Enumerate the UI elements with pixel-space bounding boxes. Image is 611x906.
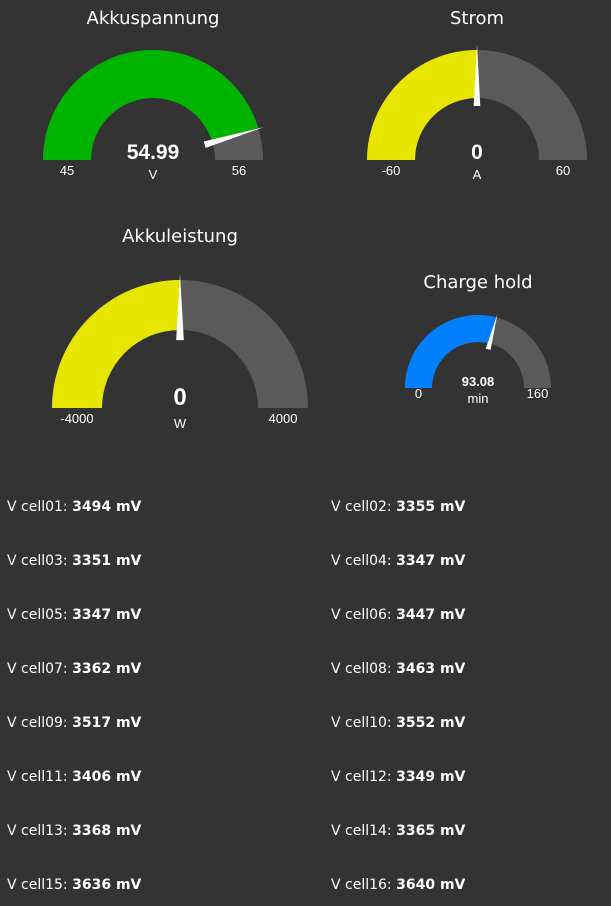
cell-label: V cell08: <box>331 661 392 677</box>
cell-voltage-item: V cell12: 3349 mV <box>331 769 465 785</box>
gauge-power-unit: W <box>173 416 187 431</box>
gauge-power-max-label: 4000 <box>268 411 298 426</box>
cell-label: V cell10: <box>331 715 392 731</box>
gauge-power-title: Akkuleistung <box>122 226 238 247</box>
gauge-current-needle <box>473 44 481 107</box>
cell-value: 3406 mV <box>72 769 142 785</box>
cell-value: 3636 mV <box>72 877 142 893</box>
cell-value: 3447 mV <box>396 607 466 623</box>
gauge-current-value: 0 <box>471 141 483 164</box>
cell-label: V cell05: <box>7 607 68 623</box>
cell-label: V cell16: <box>331 877 392 893</box>
gauge-current-fill <box>367 50 477 160</box>
gauge-power-min-label: -4000 <box>60 411 94 426</box>
cell-label: V cell07: <box>7 661 68 677</box>
cell-value: 3494 mV <box>72 499 142 515</box>
cell-value: 3368 mV <box>72 823 142 839</box>
cell-voltage-item: V cell06: 3447 mV <box>331 607 465 623</box>
cell-label: V cell11: <box>7 769 68 785</box>
cell-voltage-item: V cell10: 3552 mV <box>331 715 465 731</box>
cell-voltage-item: V cell07: 3362 mV <box>7 661 141 677</box>
cell-value: 3347 mV <box>396 553 466 569</box>
cell-value: 3517 mV <box>72 715 142 731</box>
gauge-charge-hold-value: 93.08 <box>461 374 495 389</box>
cell-label: V cell12: <box>331 769 392 785</box>
cell-voltage-item: V cell03: 3351 mV <box>7 553 141 569</box>
cell-value: 3347 mV <box>72 607 142 623</box>
gauge-voltage-unit: V <box>148 167 158 182</box>
cell-value: 3362 mV <box>72 661 142 677</box>
cell-value: 3640 mV <box>396 877 466 893</box>
gauge-voltage-title: Akkuspannung <box>86 8 220 29</box>
cell-label: V cell15: <box>7 877 68 893</box>
cell-voltage-item: V cell11: 3406 mV <box>7 769 141 785</box>
cell-value: 3355 mV <box>396 499 466 515</box>
gauge-charge-hold-unit: min <box>467 391 489 406</box>
cell-voltage-item: V cell05: 3347 mV <box>7 607 141 623</box>
cell-voltage-item: V cell02: 3355 mV <box>331 499 465 515</box>
cell-voltage-item: V cell15: 3636 mV <box>7 877 141 893</box>
cell-value: 3365 mV <box>396 823 466 839</box>
gauge-current-title: Strom <box>449 8 505 29</box>
cell-label: V cell09: <box>7 715 68 731</box>
cell-label: V cell04: <box>331 553 392 569</box>
gauge-current-max-label: 60 <box>555 163 571 178</box>
cell-value: 3349 mV <box>396 769 466 785</box>
cell-voltage-item: V cell13: 3368 mV <box>7 823 141 839</box>
gauge-current-unit: A <box>472 167 482 182</box>
cell-label: V cell06: <box>331 607 392 623</box>
cell-label: V cell13: <box>7 823 68 839</box>
gauge-voltage-fill <box>43 50 259 161</box>
gauge-charge-hold-max-label: 160 <box>526 386 549 401</box>
gauge-voltage-max-label: 56 <box>231 163 247 178</box>
gauge-voltage-needle <box>203 127 264 148</box>
cell-label: V cell01: <box>7 499 68 515</box>
cell-label: V cell03: <box>7 553 68 569</box>
cell-label: V cell14: <box>331 823 392 839</box>
gauge-charge-hold-title: Charge hold <box>423 272 533 293</box>
cell-voltage-item: V cell14: 3365 mV <box>331 823 465 839</box>
gauge-voltage-value: 54.99 <box>126 141 180 164</box>
gauge-power-needle <box>176 274 184 341</box>
cell-voltage-item: V cell16: 3640 mV <box>331 877 465 893</box>
cell-voltage-item: V cell04: 3347 mV <box>331 553 465 569</box>
cell-voltage-item: V cell01: 3494 mV <box>7 499 141 515</box>
cell-value: 3463 mV <box>396 661 466 677</box>
gauge-current-min-label: -60 <box>381 163 401 178</box>
gauge-charge-hold-min-label: 0 <box>414 386 423 401</box>
gauge-power-fill <box>52 280 180 408</box>
cell-value: 3552 mV <box>396 715 466 731</box>
gauge-voltage-min-label: 45 <box>59 163 75 178</box>
cell-voltage-item: V cell09: 3517 mV <box>7 715 141 731</box>
cell-voltage-item: V cell08: 3463 mV <box>331 661 465 677</box>
gauge-charge-hold-fill <box>405 315 497 388</box>
cell-label: V cell02: <box>331 499 392 515</box>
gauge-charge-hold-needle <box>485 314 498 350</box>
cell-value: 3351 mV <box>72 553 142 569</box>
gauge-power-value: 0 <box>173 384 187 411</box>
